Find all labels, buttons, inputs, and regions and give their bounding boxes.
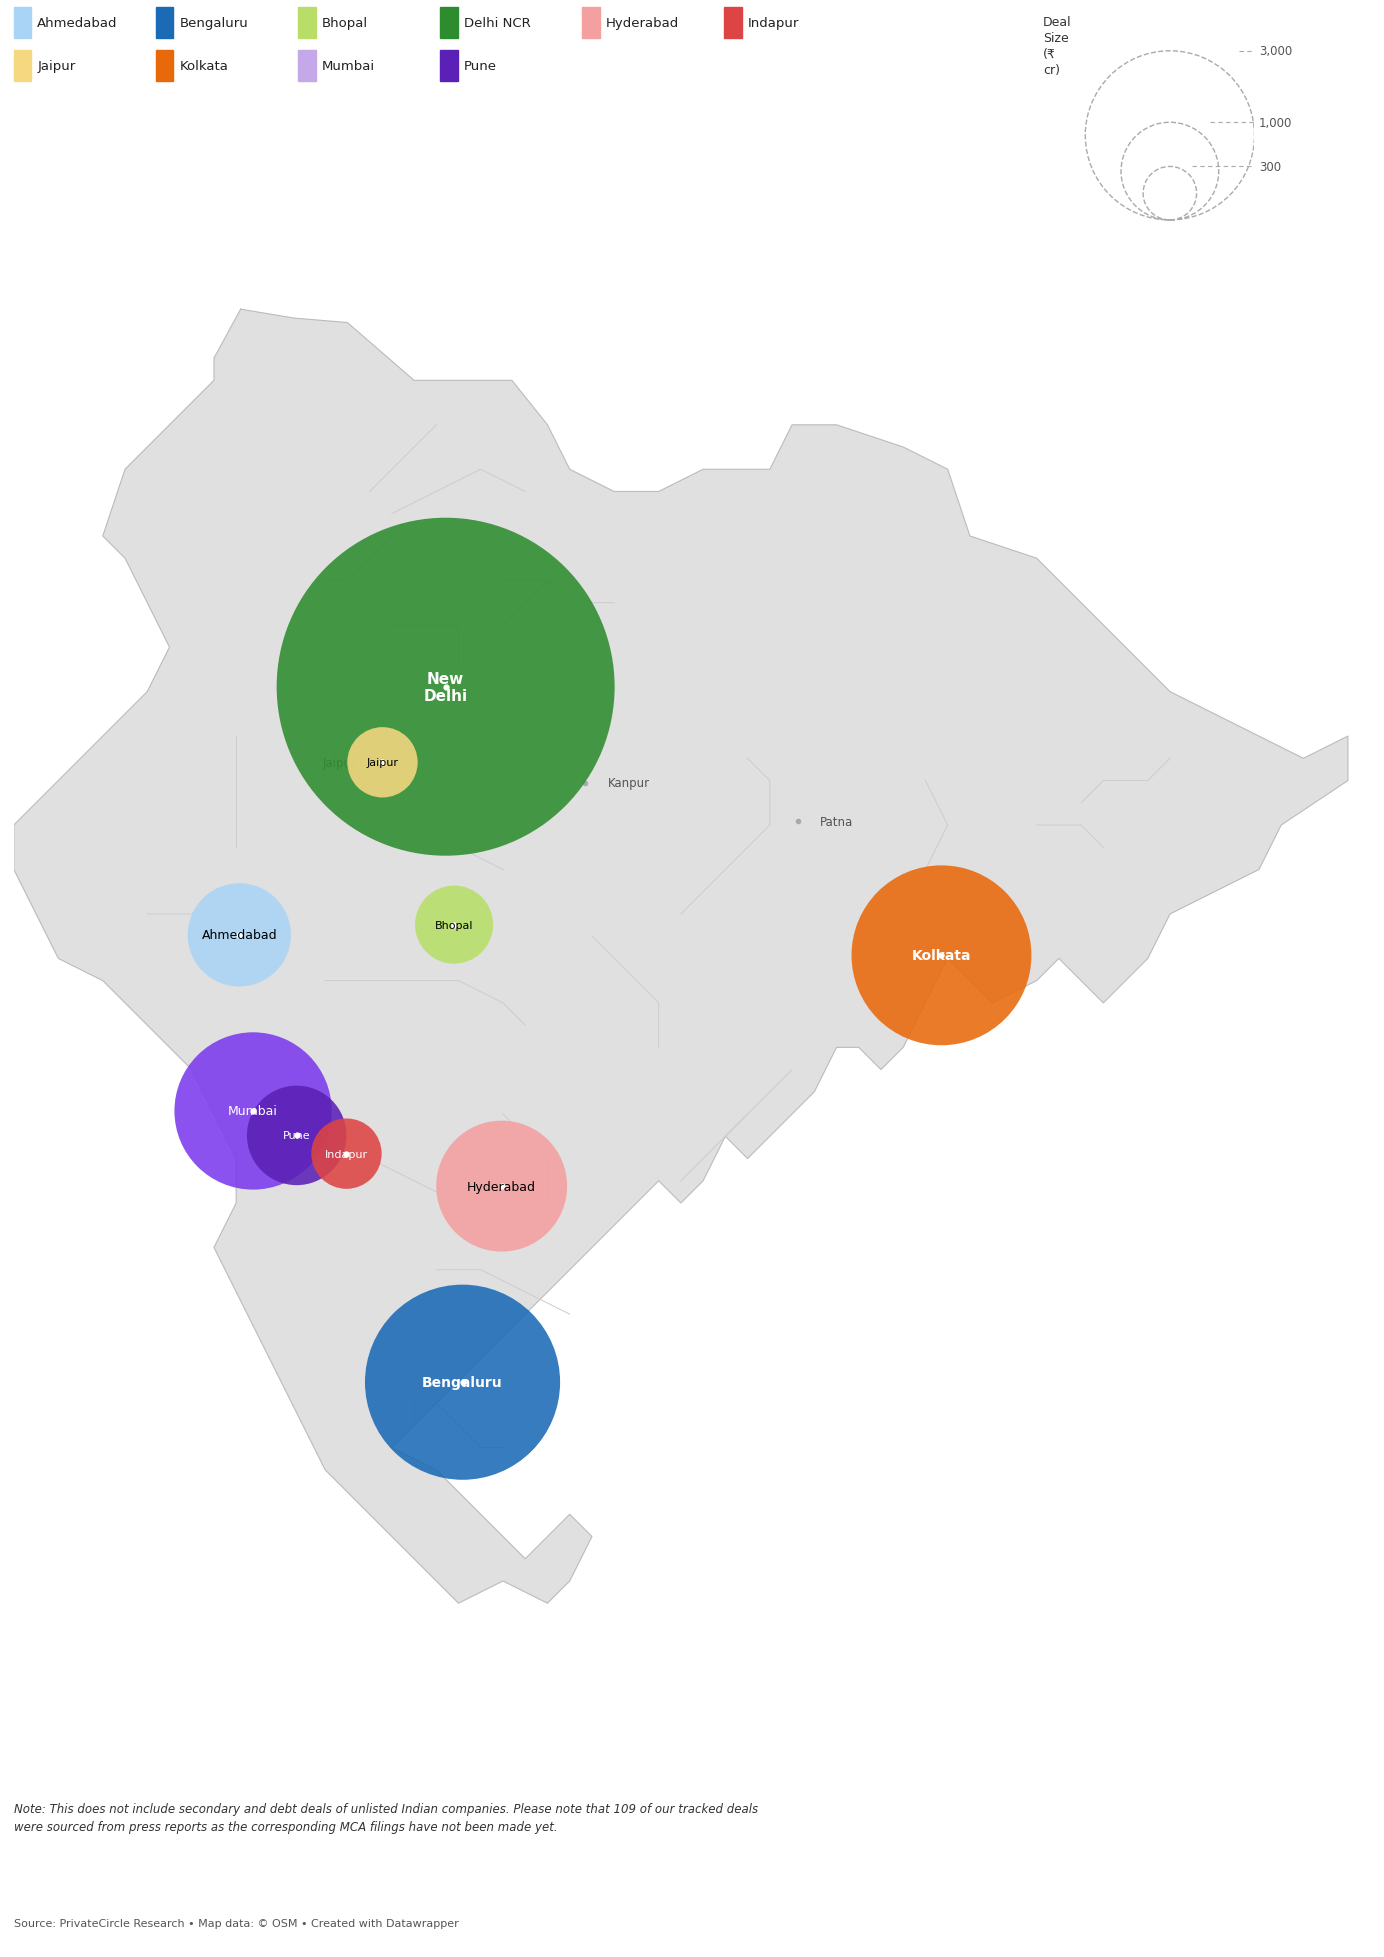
Circle shape [365, 1286, 561, 1479]
Text: New
Delhi: New Delhi [424, 671, 468, 705]
Text: Mumbai: Mumbai [228, 1106, 278, 1117]
Polygon shape [14, 309, 1348, 1603]
Text: Kanpur: Kanpur [608, 777, 649, 791]
Text: Patna: Patna [821, 816, 854, 828]
FancyBboxPatch shape [440, 8, 458, 39]
Text: 1,000: 1,000 [1258, 117, 1293, 129]
FancyBboxPatch shape [14, 51, 32, 82]
Text: Indapur: Indapur [747, 18, 800, 29]
Circle shape [415, 887, 493, 965]
Text: Bhopal: Bhopal [435, 920, 473, 930]
Text: Indapur: Indapur [325, 1149, 368, 1159]
Circle shape [277, 519, 614, 857]
Text: Hyderabad: Hyderabad [606, 18, 680, 29]
Text: Delhi NCR: Delhi NCR [464, 18, 530, 29]
Text: Pune: Pune [464, 61, 497, 72]
Text: Kolkata: Kolkata [912, 949, 972, 963]
Text: Mumbai: Mumbai [321, 61, 375, 72]
Text: Jaipur: Jaipur [367, 757, 399, 767]
FancyBboxPatch shape [156, 51, 173, 82]
FancyBboxPatch shape [156, 8, 173, 39]
Text: Jaipur: Jaipur [322, 757, 356, 769]
Text: Note: This does not include secondary and debt deals of unlisted Indian companie: Note: This does not include secondary an… [14, 1802, 758, 1834]
Text: Kolkata: Kolkata [180, 61, 228, 72]
Text: Jaipur: Jaipur [37, 61, 76, 72]
Text: Deal
Size
(₹
cr): Deal Size (₹ cr) [1044, 16, 1071, 76]
Text: Bengaluru: Bengaluru [180, 18, 248, 29]
FancyBboxPatch shape [298, 8, 316, 39]
Text: Ahmedabad: Ahmedabad [37, 18, 118, 29]
Text: Source: PrivateCircle Research • Map data: © OSM • Created with Datawrapper: Source: PrivateCircle Research • Map dat… [14, 1918, 458, 1928]
Text: Pune: Pune [282, 1131, 310, 1141]
FancyBboxPatch shape [724, 8, 742, 39]
Text: 3,000: 3,000 [1258, 45, 1291, 59]
Text: Bengaluru: Bengaluru [422, 1376, 502, 1389]
FancyBboxPatch shape [440, 51, 458, 82]
Text: Ahmedabad: Ahmedabad [202, 930, 277, 941]
Text: Bhopal: Bhopal [321, 18, 368, 29]
FancyBboxPatch shape [298, 51, 316, 82]
FancyBboxPatch shape [583, 8, 599, 39]
Circle shape [246, 1086, 346, 1186]
Circle shape [851, 865, 1031, 1045]
Circle shape [347, 728, 418, 798]
FancyBboxPatch shape [14, 8, 32, 39]
Text: Hyderabad: Hyderabad [468, 1180, 536, 1194]
Circle shape [174, 1033, 332, 1190]
Circle shape [188, 885, 291, 986]
Circle shape [436, 1121, 567, 1252]
Text: 300: 300 [1258, 160, 1280, 174]
Circle shape [311, 1119, 382, 1190]
